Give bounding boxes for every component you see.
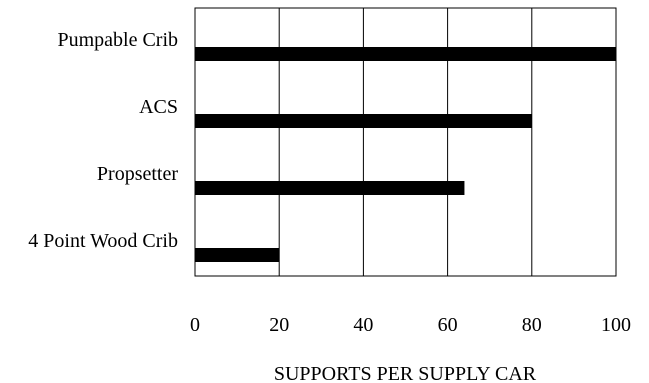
x-tick-label: 80: [522, 314, 542, 336]
bar: [195, 248, 280, 262]
category-label: Pumpable Crib: [57, 29, 178, 51]
x-tick-label: 60: [438, 314, 458, 336]
category-label: ACS: [139, 96, 178, 118]
bar: [195, 181, 465, 195]
bars: [195, 47, 616, 262]
x-tick-labels: 0 20 40 60 80 100: [190, 314, 631, 336]
x-axis-label: SUPPORTS PER SUPPLY CAR: [274, 363, 537, 383]
x-tick-label: 0: [190, 314, 200, 336]
x-tick-label: 40: [353, 314, 373, 336]
x-tick-label: 100: [601, 314, 631, 336]
category-label: 4 Point Wood Crib: [28, 230, 178, 252]
bar: [195, 114, 532, 128]
bar: [195, 47, 616, 61]
category-labels: Pumpable Crib ACS Propsetter 4 Point Wood C…: [28, 29, 178, 252]
category-label: Propsetter: [97, 163, 178, 185]
plot-frame: [194, 7, 617, 277]
x-tick-label: 20: [269, 314, 289, 336]
